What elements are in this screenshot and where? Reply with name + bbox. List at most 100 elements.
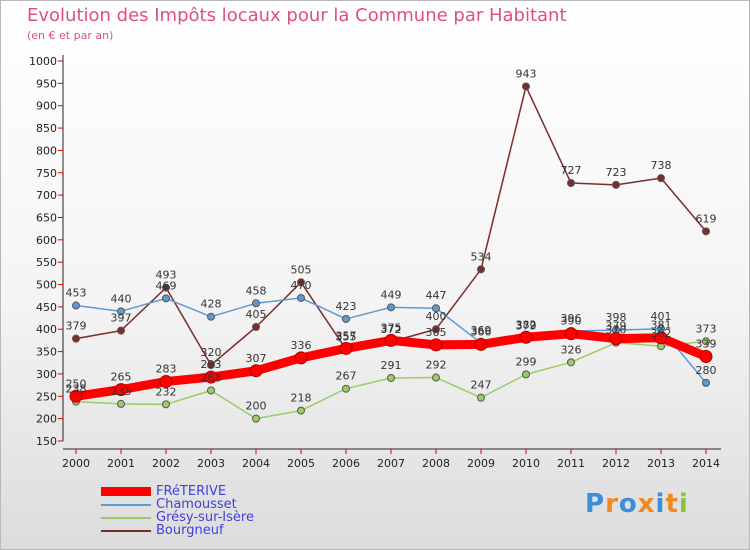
y-tick-label: 700 <box>36 189 57 202</box>
data-label-gr-sy-sur-is-re: 200 <box>246 400 267 413</box>
chart-legend: FRéTERIVE Chamousset Grésy-sur-Isère Bourgn… <box>101 484 361 538</box>
data-point-fr-terive <box>114 383 128 397</box>
data-label-gr-sy-sur-is-re: 373 <box>696 322 717 335</box>
logo-letter: i <box>655 489 666 519</box>
chart-subtitle: (en € et par an) <box>27 29 114 42</box>
y-tick-label: 550 <box>36 256 57 269</box>
y-tick-label: 600 <box>36 234 57 247</box>
x-tick-label: 2010 <box>512 457 540 470</box>
data-point-fr-terive <box>384 333 398 347</box>
data-label-bourgneuf: 534 <box>471 250 492 263</box>
y-tick-label: 900 <box>36 100 57 113</box>
y-tick-label: 850 <box>36 122 57 135</box>
y-tick-label: 650 <box>36 211 57 224</box>
data-label-fr-terive: 365 <box>426 326 447 339</box>
logo-letter: t <box>665 489 679 519</box>
data-point-bourgneuf <box>522 82 530 91</box>
data-point-chamousset <box>117 307 125 316</box>
data-point-gr-sy-sur-is-re <box>522 370 530 379</box>
legend-item-chamousset: Chamousset <box>101 497 361 512</box>
data-label-gr-sy-sur-is-re: 233 <box>111 385 132 398</box>
data-label-chamousset: 428 <box>201 298 222 311</box>
data-label-chamousset: 401 <box>651 310 672 323</box>
x-tick-label: 2007 <box>377 457 405 470</box>
data-label-gr-sy-sur-is-re: 362 <box>651 327 672 340</box>
data-point-chamousset <box>432 304 440 313</box>
x-tick-label: 2005 <box>287 457 315 470</box>
data-point-fr-terive <box>249 364 263 378</box>
data-label-bourgneuf: 493 <box>156 269 177 282</box>
data-point-bourgneuf <box>72 334 80 343</box>
legend-label: Chamousset <box>156 497 237 512</box>
data-label-bourgneuf: 397 <box>111 312 132 325</box>
data-point-bourgneuf <box>477 265 485 274</box>
data-label-chamousset: 453 <box>66 287 87 300</box>
chart-title: Evolution des Impôts locaux pour la Comm… <box>27 5 567 26</box>
x-tick-label: 2004 <box>242 457 270 470</box>
data-point-fr-terive <box>654 331 668 345</box>
x-tick-label: 2012 <box>602 457 630 470</box>
x-tick-label: 2001 <box>107 457 135 470</box>
data-point-chamousset <box>207 312 215 321</box>
data-point-gr-sy-sur-is-re <box>117 399 125 408</box>
data-point-gr-sy-sur-is-re <box>342 384 350 393</box>
data-label-fr-terive: 382 <box>516 318 537 331</box>
x-tick-label: 2009 <box>467 457 495 470</box>
data-label-chamousset: 369 <box>471 324 492 337</box>
legend-item-bourgneuf: Bourgneuf <box>101 523 361 538</box>
data-label-fr-terive: 336 <box>291 339 312 352</box>
data-point-bourgneuf <box>207 361 215 369</box>
data-label-bourgneuf: 372 <box>381 323 402 336</box>
logo-letter: o <box>618 489 638 519</box>
data-point-bourgneuf <box>162 283 170 292</box>
logo-letter: x <box>637 489 656 519</box>
data-point-gr-sy-sur-is-re <box>567 358 575 367</box>
y-tick-label: 800 <box>36 144 57 157</box>
legend-swatch <box>101 487 151 496</box>
data-label-fr-terive: 307 <box>246 352 267 365</box>
y-tick-label: 250 <box>36 390 57 403</box>
data-point-gr-sy-sur-is-re <box>297 406 305 415</box>
data-point-chamousset <box>342 314 350 323</box>
data-label-bourgneuf: 505 <box>291 263 312 276</box>
legend-swatch <box>101 504 151 506</box>
data-label-chamousset: 423 <box>336 300 357 313</box>
data-point-fr-terive <box>609 332 623 346</box>
y-tick-label: 750 <box>36 167 57 180</box>
data-point-bourgneuf <box>657 174 665 183</box>
data-label-gr-sy-sur-is-re: 326 <box>561 343 582 356</box>
proxiti-logo: Proxiti <box>585 489 689 519</box>
data-label-chamousset: 458 <box>246 284 267 297</box>
legend-label: Grésy-sur-Isère <box>156 510 254 525</box>
data-label-fr-terive: 375 <box>381 321 402 334</box>
data-label-chamousset: 280 <box>696 364 717 377</box>
data-point-fr-terive <box>474 337 488 351</box>
data-label-bourgneuf: 320 <box>201 346 222 359</box>
x-tick-label: 2008 <box>422 457 450 470</box>
data-label-fr-terive: 265 <box>111 371 132 384</box>
data-label-bourgneuf: 405 <box>246 308 267 321</box>
data-point-gr-sy-sur-is-re <box>162 400 170 409</box>
data-label-gr-sy-sur-is-re: 238 <box>66 383 87 396</box>
data-point-gr-sy-sur-is-re <box>702 337 710 346</box>
y-tick-label: 500 <box>36 279 57 292</box>
data-label-fr-terive: 366 <box>471 325 492 338</box>
data-point-chamousset <box>252 299 260 308</box>
data-point-chamousset <box>387 303 395 312</box>
data-label-bourgneuf: 943 <box>516 67 537 80</box>
y-tick-label: 200 <box>36 413 57 426</box>
data-label-gr-sy-sur-is-re: 247 <box>471 379 492 392</box>
data-label-fr-terive: 293 <box>201 358 222 371</box>
data-label-fr-terive: 283 <box>156 363 177 376</box>
data-point-gr-sy-sur-is-re <box>207 386 215 395</box>
data-point-bourgneuf <box>117 326 125 335</box>
x-tick-label: 2003 <box>197 457 225 470</box>
x-tick-label: 2006 <box>332 457 360 470</box>
y-tick-label: 150 <box>36 435 57 448</box>
data-point-chamousset <box>72 301 80 310</box>
x-tick-label: 2013 <box>647 457 675 470</box>
data-point-gr-sy-sur-is-re <box>252 414 260 423</box>
x-tick-label: 2014 <box>692 457 720 470</box>
legend-label: FRéTERIVE <box>156 484 227 499</box>
data-point-fr-terive <box>159 375 173 389</box>
